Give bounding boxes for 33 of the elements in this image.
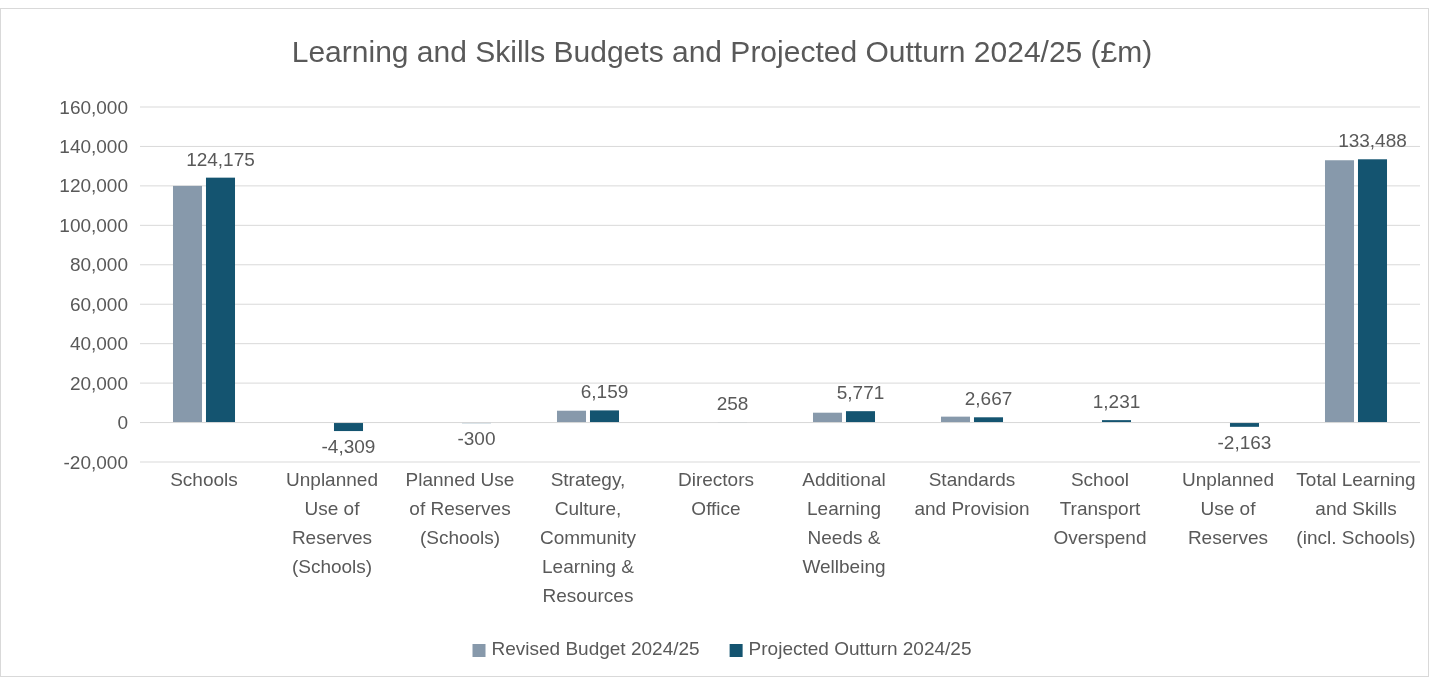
data-label: 6,159	[580, 381, 629, 403]
legend-label: Projected Outturn 2024/25	[748, 638, 972, 659]
y-tick-label: 40,000	[69, 333, 128, 355]
x-tick-label: Additional Learning Needs & Wellbeing	[802, 469, 886, 577]
x-tick-label: Unplanned Use of Reserves (Schools)	[286, 469, 378, 577]
x-tick-label: Schools	[170, 469, 238, 490]
data-label: 124,175	[186, 148, 255, 170]
y-tick-label: -20,000	[63, 451, 128, 473]
y-tick-label: 120,000	[59, 175, 128, 197]
x-tick-label: Unplanned Use of Reserves	[1182, 469, 1274, 548]
data-label: 5,771	[836, 382, 885, 404]
x-tick-label: Strategy, Culture, Community Learning & Resources	[539, 469, 637, 606]
y-tick-label: 160,000	[59, 96, 128, 118]
data-label: -4,309	[321, 436, 376, 458]
y-tick-label: 100,000	[59, 214, 128, 236]
data-label: 133,488	[1338, 130, 1407, 152]
data-label: 1,231	[1092, 391, 1141, 413]
y-tick-label: 80,000	[69, 254, 128, 276]
chart-title: Learning and Skills Budgets and Projected Outturn 2024/25 (£m)	[291, 35, 1153, 68]
y-tick-label: 140,000	[59, 136, 128, 158]
x-tick-label: Planned Use of Reserves (Schools)	[405, 469, 515, 548]
x-tick-label: Directors Office	[677, 469, 755, 519]
x-tick-label: Standards and Provision	[914, 469, 1030, 519]
y-tick-label: 20,000	[69, 372, 128, 394]
data-label: 2,667	[964, 388, 1013, 410]
y-tick-label: 60,000	[69, 293, 128, 315]
x-tick-label: Total Learning and Skills (incl. Schools)	[1296, 469, 1416, 548]
legend-label: Revised Budget 2024/25	[491, 638, 700, 659]
data-label: -300	[457, 428, 496, 450]
x-tick-label: School Transport Overspend	[1053, 469, 1147, 548]
y-tick-label: 0	[117, 412, 128, 434]
data-label: 258	[716, 393, 749, 415]
data-label: -2,163	[1217, 431, 1272, 453]
